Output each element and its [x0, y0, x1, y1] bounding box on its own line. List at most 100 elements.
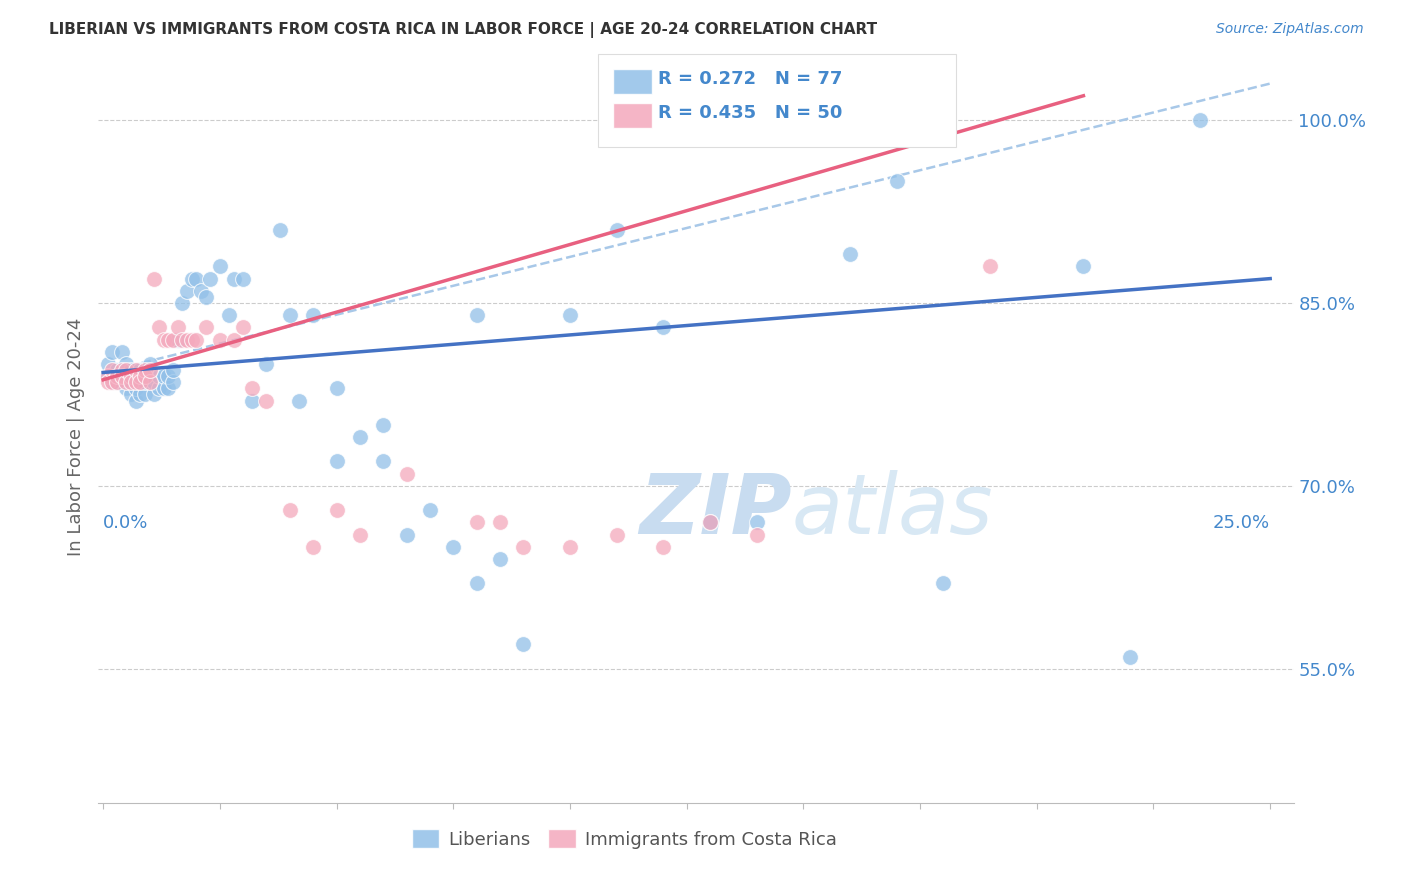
- Point: [125, 376, 148, 390]
- Point: [512, 540, 534, 554]
- Point: [125, 369, 148, 384]
- Point: [120, 376, 142, 390]
- Point: [139, 376, 162, 390]
- Point: [839, 247, 862, 261]
- Point: [111, 363, 134, 377]
- Point: [465, 308, 488, 322]
- Point: [176, 333, 198, 347]
- Point: [1073, 260, 1095, 274]
- Point: [115, 363, 138, 377]
- Point: [194, 320, 217, 334]
- Point: [129, 376, 152, 390]
- Point: [325, 454, 347, 468]
- Text: atlas: atlas: [792, 470, 993, 550]
- Point: [111, 344, 134, 359]
- Point: [465, 516, 488, 530]
- Point: [373, 454, 395, 468]
- Point: [218, 308, 240, 322]
- Point: [97, 376, 120, 390]
- Legend: Liberians, Immigrants from Costa Rica: Liberians, Immigrants from Costa Rica: [405, 822, 844, 856]
- Point: [120, 376, 142, 390]
- Point: [157, 381, 180, 395]
- Point: [745, 527, 768, 541]
- Point: [111, 369, 134, 384]
- Point: [194, 290, 217, 304]
- Point: [489, 516, 512, 530]
- Text: 0.0%: 0.0%: [103, 514, 149, 532]
- Point: [180, 271, 202, 285]
- Point: [97, 369, 120, 384]
- Point: [129, 376, 152, 390]
- Point: [111, 369, 134, 384]
- Point: [162, 333, 184, 347]
- Point: [558, 540, 581, 554]
- Point: [97, 357, 120, 371]
- Point: [232, 271, 254, 285]
- Text: Source: ZipAtlas.com: Source: ZipAtlas.com: [1216, 22, 1364, 37]
- Point: [269, 223, 291, 237]
- Point: [152, 333, 174, 347]
- Y-axis label: In Labor Force | Age 20-24: In Labor Force | Age 20-24: [66, 318, 84, 557]
- Point: [373, 417, 395, 432]
- Point: [176, 284, 198, 298]
- Text: R = 0.272   N = 77: R = 0.272 N = 77: [658, 70, 842, 88]
- Point: [606, 223, 628, 237]
- Point: [190, 284, 212, 298]
- Point: [97, 369, 120, 384]
- Point: [200, 271, 222, 285]
- Point: [120, 387, 142, 401]
- Point: [143, 376, 166, 390]
- Text: ZIP: ZIP: [638, 470, 792, 550]
- Point: [606, 527, 628, 541]
- Point: [325, 381, 347, 395]
- Point: [512, 637, 534, 651]
- Point: [222, 271, 245, 285]
- Point: [699, 516, 721, 530]
- Point: [242, 393, 264, 408]
- Point: [143, 387, 166, 401]
- Point: [125, 381, 148, 395]
- Point: [166, 320, 188, 334]
- Text: LIBERIAN VS IMMIGRANTS FROM COSTA RICA IN LABOR FORCE | AGE 20-24 CORRELATION CH: LIBERIAN VS IMMIGRANTS FROM COSTA RICA I…: [49, 22, 877, 38]
- Point: [115, 381, 138, 395]
- Point: [172, 333, 194, 347]
- Point: [166, 333, 188, 347]
- Point: [139, 369, 162, 384]
- Point: [1189, 113, 1212, 128]
- Point: [148, 369, 170, 384]
- Point: [186, 271, 208, 285]
- Point: [395, 467, 418, 481]
- Point: [232, 320, 254, 334]
- Point: [932, 576, 955, 591]
- Point: [152, 369, 174, 384]
- Point: [152, 381, 174, 395]
- Point: [325, 503, 347, 517]
- Point: [441, 540, 464, 554]
- Point: [129, 363, 152, 377]
- Point: [349, 527, 371, 541]
- Point: [115, 369, 138, 384]
- Point: [162, 376, 184, 390]
- Point: [115, 357, 138, 371]
- Point: [180, 333, 202, 347]
- Point: [302, 540, 325, 554]
- Point: [1119, 649, 1142, 664]
- Point: [558, 308, 581, 322]
- Point: [278, 308, 301, 322]
- Point: [256, 393, 278, 408]
- Point: [172, 296, 194, 310]
- Point: [143, 271, 166, 285]
- Point: [101, 363, 124, 377]
- Point: [886, 174, 908, 188]
- Point: [465, 576, 488, 591]
- Point: [208, 333, 231, 347]
- Point: [395, 527, 418, 541]
- Point: [115, 376, 138, 390]
- Text: 25.0%: 25.0%: [1213, 514, 1270, 532]
- Point: [101, 376, 124, 390]
- Point: [105, 363, 128, 377]
- Point: [129, 387, 152, 401]
- Point: [134, 387, 156, 401]
- Point: [101, 376, 124, 390]
- Point: [699, 516, 721, 530]
